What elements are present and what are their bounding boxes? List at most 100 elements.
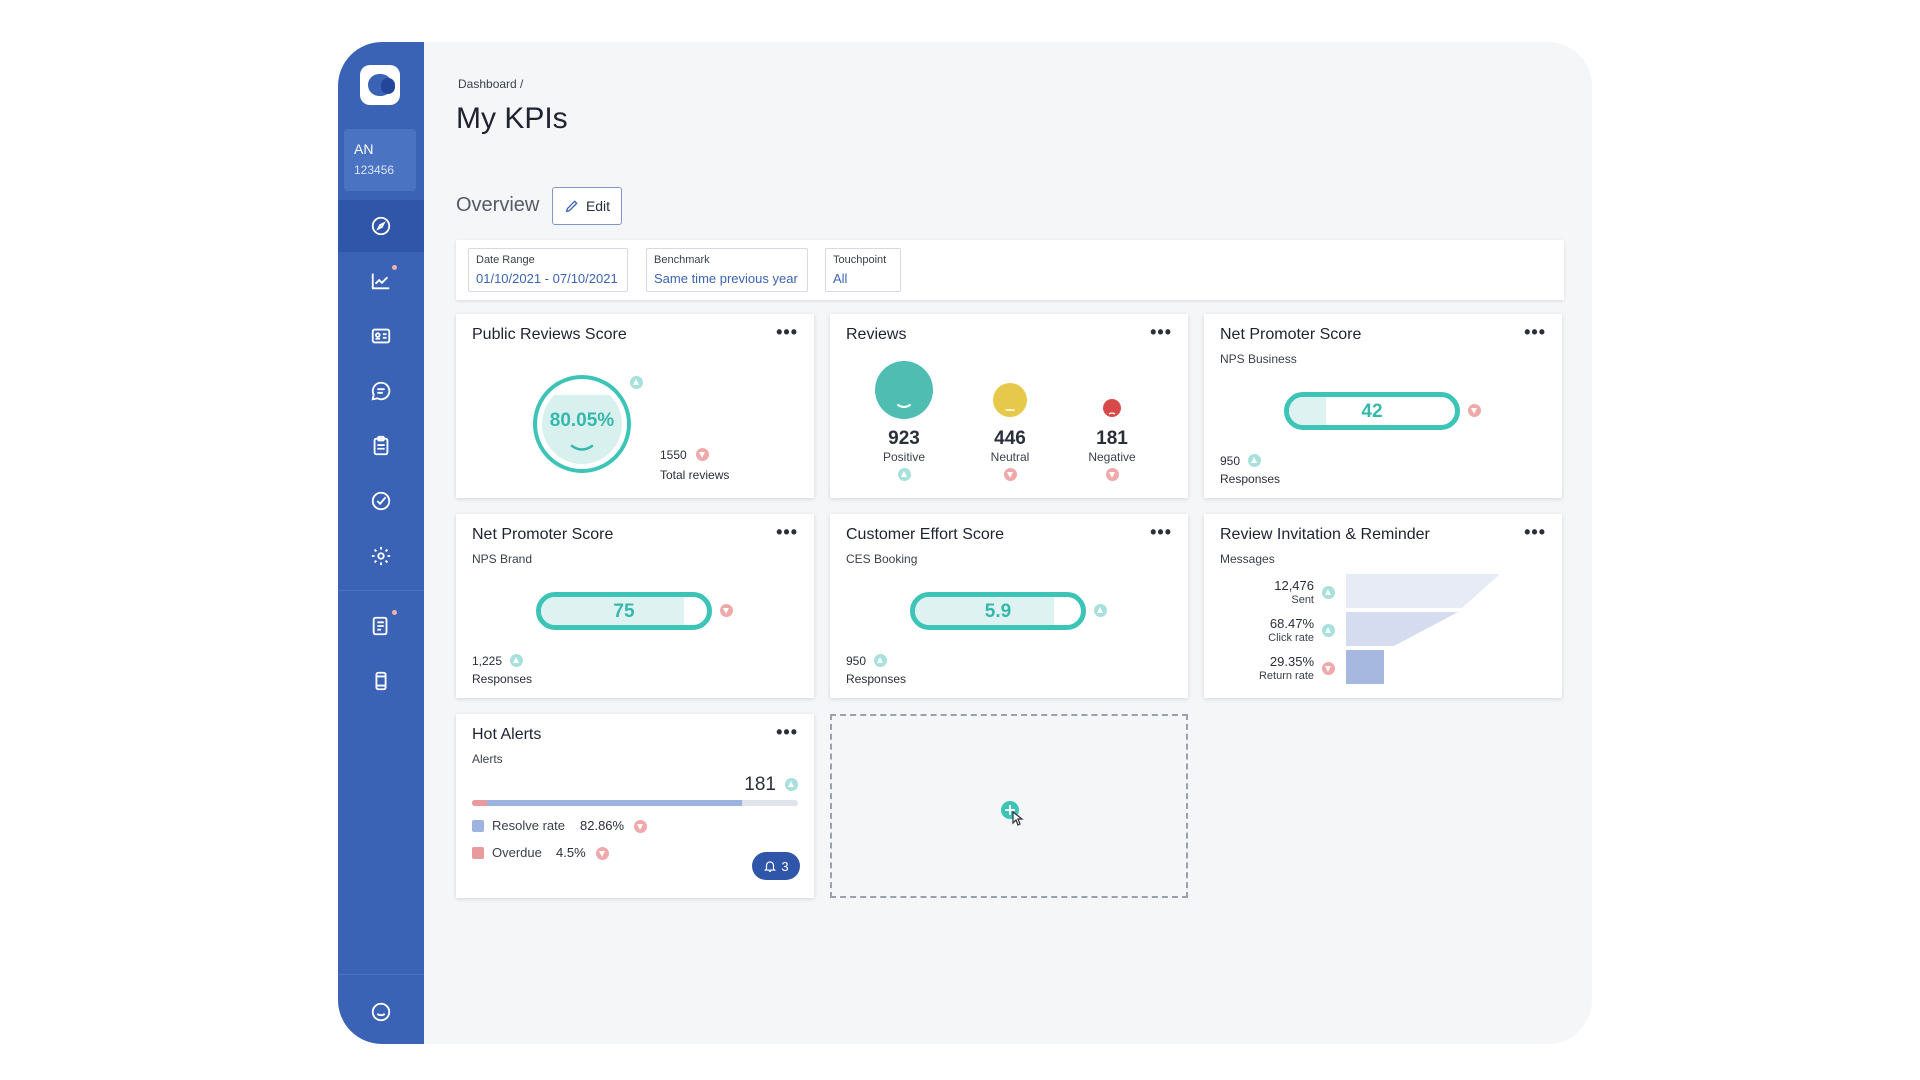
nav-messages[interactable] bbox=[338, 365, 424, 417]
nps-brand-bar: 75 bbox=[536, 592, 712, 630]
funnel-sent bbox=[1346, 574, 1500, 608]
total-reviews-value: 1550 bbox=[660, 448, 687, 462]
notification-dot bbox=[392, 610, 397, 615]
trend-down-icon bbox=[1106, 468, 1119, 481]
trend-chart-icon bbox=[371, 273, 390, 290]
negative-label: Negative bbox=[1088, 450, 1136, 464]
more-menu-icon[interactable]: ••• bbox=[776, 522, 798, 542]
funnel-click bbox=[1346, 612, 1458, 646]
more-menu-icon[interactable]: ••• bbox=[1524, 522, 1546, 542]
add-widget-slot[interactable] bbox=[830, 714, 1188, 898]
sidebar-divider bbox=[338, 590, 424, 591]
trend-up-icon bbox=[630, 376, 643, 389]
card-title: Net Promoter Score bbox=[472, 526, 614, 543]
responses-value: 950 bbox=[1220, 454, 1241, 468]
bell-icon bbox=[764, 861, 777, 872]
date-range-filter[interactable]: Date Range 01/10/2021 - 07/10/2021 bbox=[468, 248, 628, 292]
edit-button[interactable]: Edit bbox=[552, 187, 622, 225]
filter-label: Benchmark bbox=[654, 254, 710, 266]
neutral-label: Neutral bbox=[990, 450, 1030, 464]
alerts-notification-button[interactable]: 3 bbox=[752, 852, 800, 880]
nps-value: 75 bbox=[613, 601, 635, 622]
smiley-icon bbox=[371, 1002, 391, 1022]
nps-business-bar: 42 bbox=[1284, 392, 1460, 430]
more-menu-icon[interactable]: ••• bbox=[776, 722, 798, 742]
card-subtitle: CES Booking bbox=[846, 552, 918, 566]
nav-settings[interactable] bbox=[338, 530, 424, 582]
responses-label: Responses bbox=[472, 672, 533, 686]
nav-analytics[interactable] bbox=[338, 255, 424, 307]
more-menu-icon[interactable]: ••• bbox=[776, 322, 798, 342]
responses-label: Responses bbox=[1220, 472, 1281, 486]
ces-card: Customer Effort Score CES Booking ••• 5.… bbox=[830, 514, 1188, 698]
nav-explore[interactable] bbox=[338, 200, 424, 252]
overdue-label: Overdue bbox=[492, 845, 542, 860]
more-menu-icon[interactable]: ••• bbox=[1150, 522, 1172, 542]
user-id: 123456 bbox=[354, 163, 395, 177]
more-menu-icon[interactable]: ••• bbox=[1524, 322, 1546, 342]
nav-contacts[interactable] bbox=[338, 310, 424, 362]
more-menu-icon[interactable]: ••• bbox=[1150, 322, 1172, 342]
page-title: My KPIs bbox=[456, 102, 568, 135]
id-card-icon bbox=[371, 328, 391, 344]
trend-up-icon bbox=[510, 654, 523, 667]
breadcrumb[interactable]: Dashboard / bbox=[458, 77, 524, 91]
notification-dot bbox=[392, 265, 397, 270]
nps-business-card: Net Promoter Score NPS Business ••• 42 9… bbox=[1204, 314, 1562, 498]
document-icon bbox=[372, 616, 388, 636]
sent-label: Sent bbox=[1291, 594, 1314, 606]
trend-up-icon bbox=[898, 468, 911, 481]
user-initials: AN bbox=[354, 141, 374, 157]
card-title: Review Invitation & Reminder bbox=[1220, 526, 1430, 543]
pencil-icon bbox=[565, 200, 578, 213]
sent-value: 12,476 bbox=[1274, 578, 1314, 593]
main-content: Dashboard / My KPIs Overview Edit Date R… bbox=[424, 42, 1592, 1044]
card-subtitle: NPS Business bbox=[1220, 352, 1297, 366]
card-subtitle: Alerts bbox=[472, 752, 503, 766]
nps-fill bbox=[541, 597, 684, 625]
card-title: Hot Alerts bbox=[472, 726, 542, 743]
trend-up-icon bbox=[1094, 604, 1107, 617]
trend-down-icon bbox=[720, 604, 733, 617]
trend-up-icon bbox=[874, 654, 887, 667]
alerts-total: 181 bbox=[744, 774, 776, 795]
user-account[interactable]: AN 123456 bbox=[344, 129, 416, 191]
app-logo[interactable] bbox=[360, 65, 400, 105]
nav-goals[interactable] bbox=[338, 475, 424, 527]
responses-value: 1,225 bbox=[472, 654, 503, 668]
neutral-count: 446 bbox=[994, 428, 1026, 449]
edit-label: Edit bbox=[585, 198, 611, 214]
return-rate-value: 29.35% bbox=[1269, 654, 1314, 669]
resolve-segment bbox=[472, 800, 743, 806]
trend-down-icon bbox=[696, 448, 709, 461]
resolve-label: Resolve rate bbox=[492, 818, 565, 833]
resolve-legend-swatch bbox=[472, 820, 484, 832]
app-frame: AN 123456 bbox=[338, 42, 1592, 1044]
nav-surveys[interactable] bbox=[338, 420, 424, 472]
filter-label: Touchpoint bbox=[833, 254, 887, 266]
overview-label: Overview bbox=[456, 194, 540, 216]
funnel-return bbox=[1346, 650, 1384, 684]
card-title: Public Reviews Score bbox=[472, 326, 627, 343]
responses-label: Responses bbox=[846, 672, 907, 686]
phone-icon bbox=[375, 671, 387, 691]
nav-notes[interactable] bbox=[338, 600, 424, 652]
nps-fill bbox=[1289, 397, 1326, 425]
filter-value: All bbox=[833, 271, 848, 286]
chat-icon bbox=[371, 381, 391, 401]
filter-label: Date Range bbox=[476, 254, 535, 266]
nav-feedback[interactable] bbox=[338, 986, 424, 1038]
positive-bubble bbox=[875, 361, 933, 419]
overdue-segment bbox=[472, 800, 487, 806]
nav-mobile[interactable] bbox=[338, 655, 424, 707]
add-widget-icon[interactable] bbox=[1000, 800, 1024, 828]
ces-bar: 5.9 bbox=[910, 592, 1086, 630]
sidebar: AN 123456 bbox=[338, 42, 424, 1044]
sidebar-divider bbox=[338, 974, 424, 975]
negative-bubble bbox=[1103, 399, 1121, 417]
touchpoint-filter[interactable]: Touchpoint All bbox=[825, 248, 901, 292]
target-icon bbox=[371, 491, 391, 511]
click-rate-value: 68.47% bbox=[1269, 616, 1314, 631]
benchmark-filter[interactable]: Benchmark Same time previous year bbox=[646, 248, 808, 292]
logo-icon bbox=[368, 74, 395, 96]
